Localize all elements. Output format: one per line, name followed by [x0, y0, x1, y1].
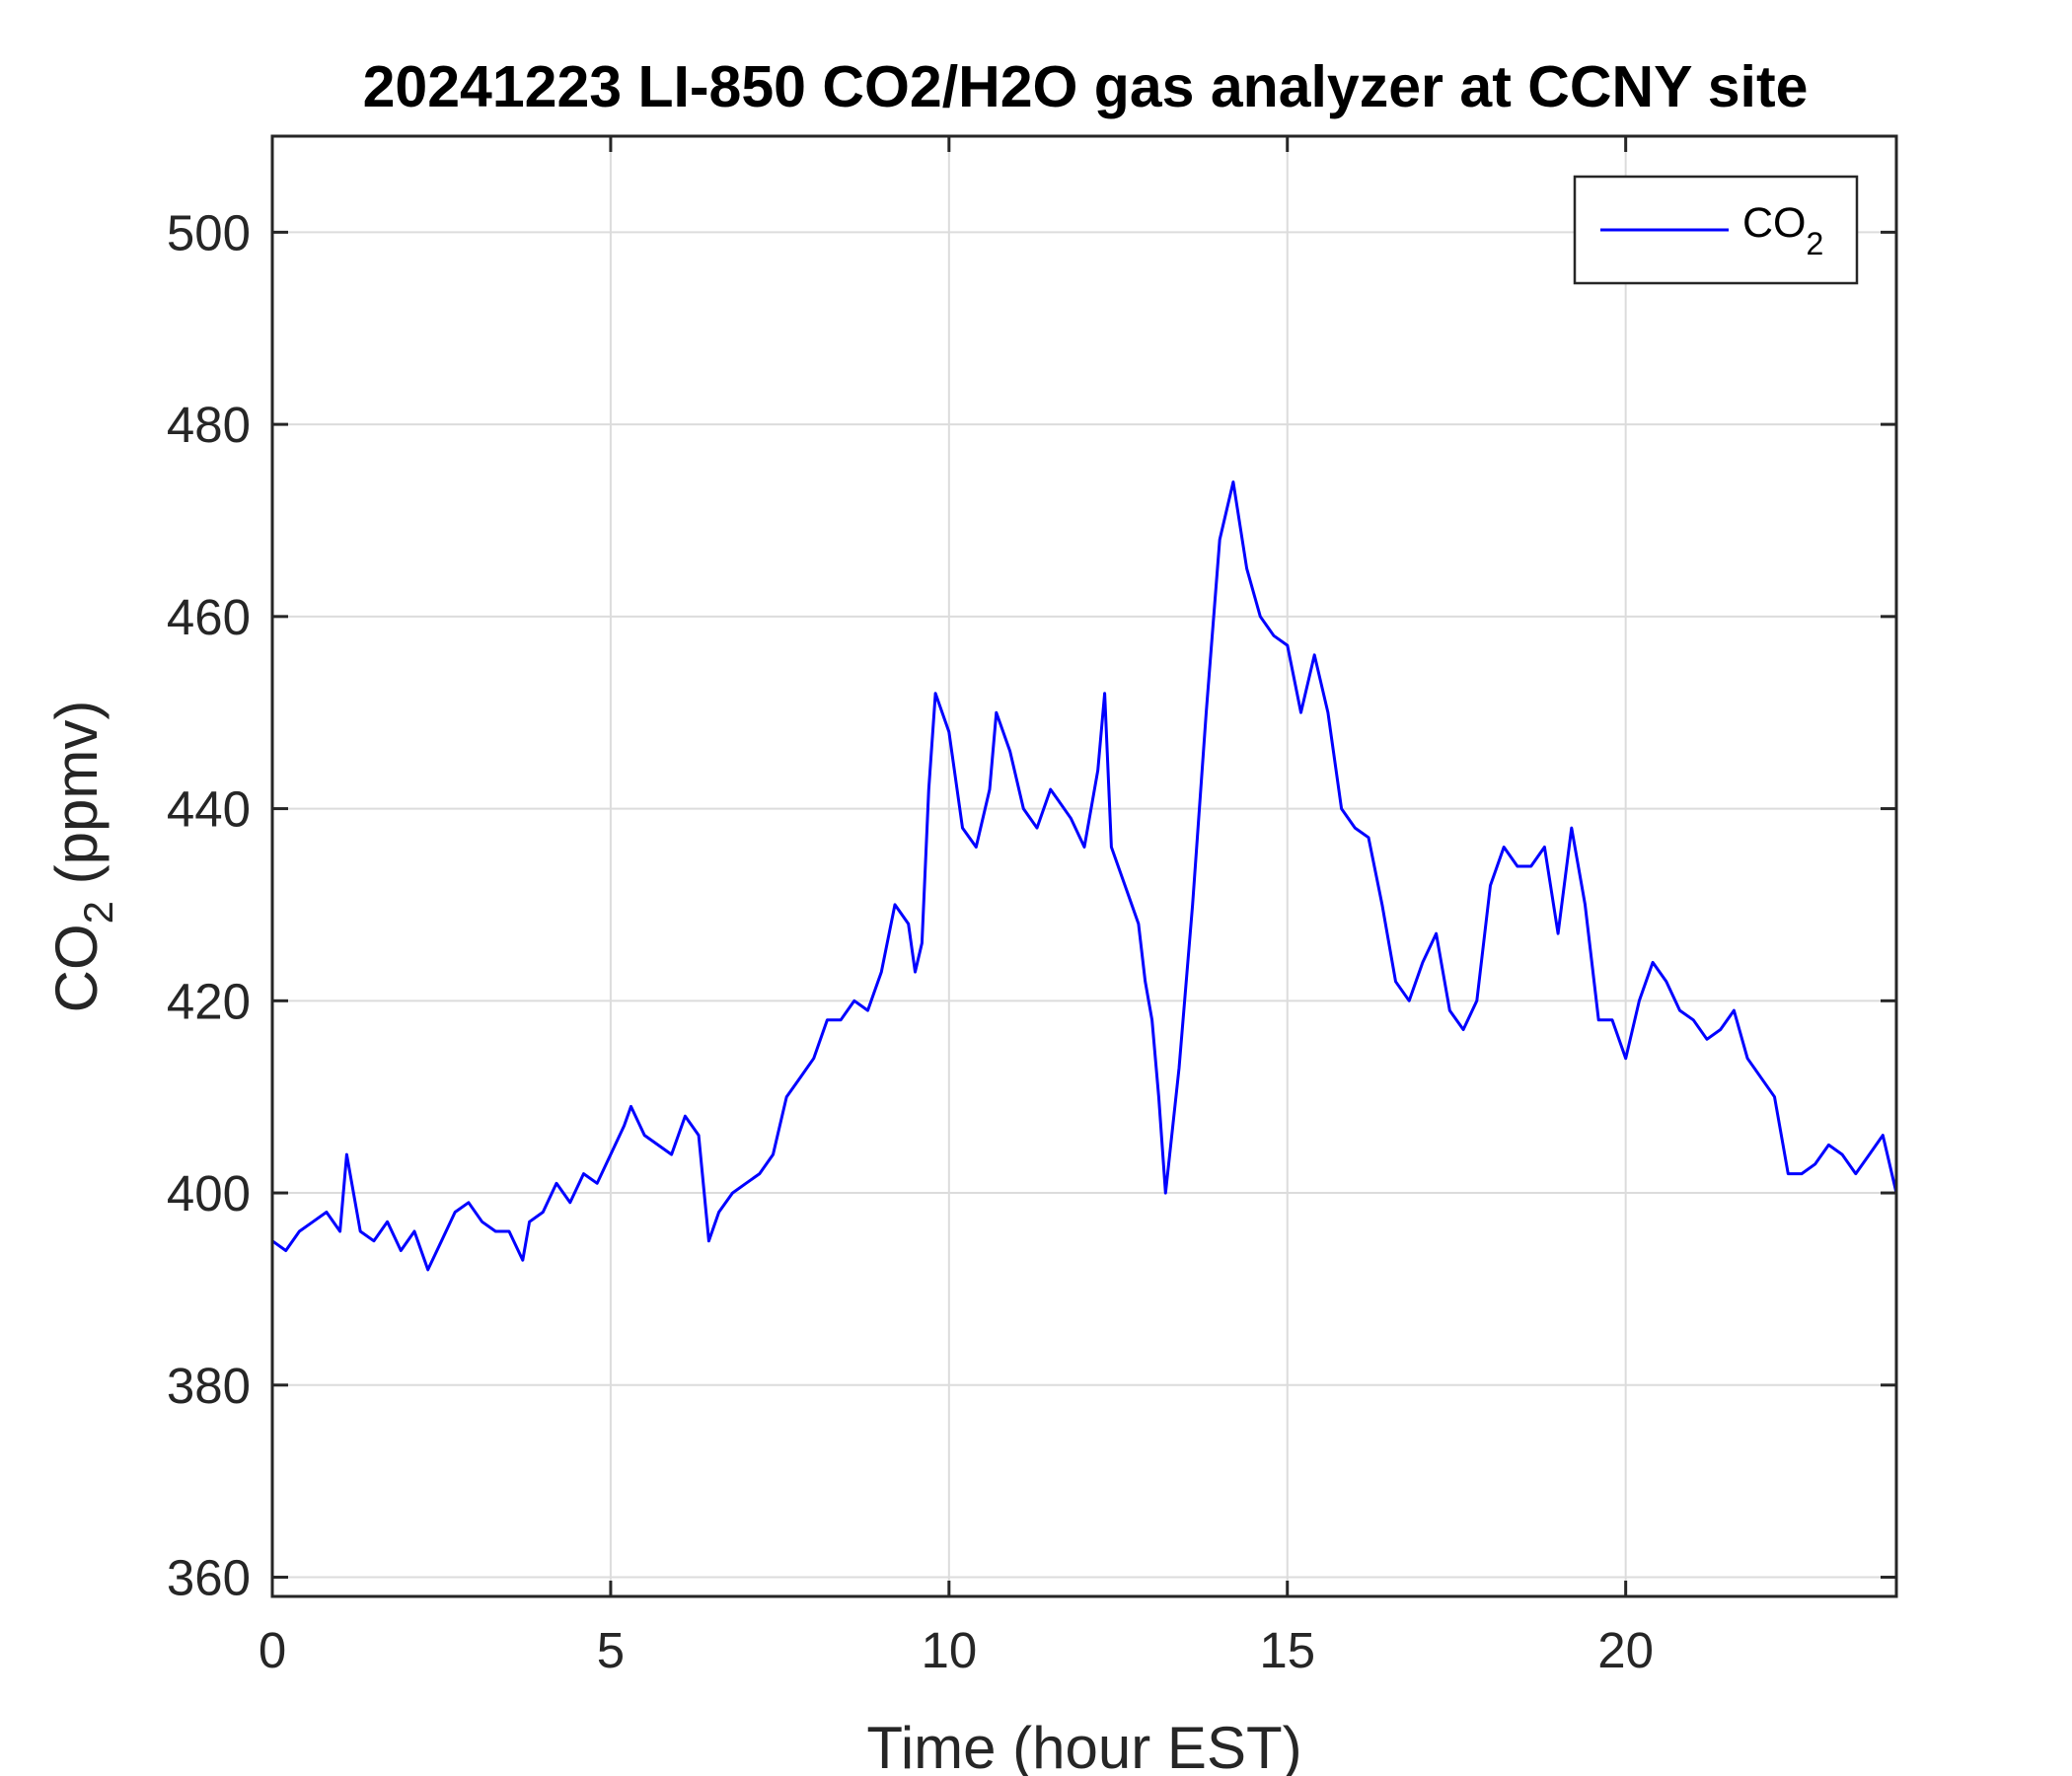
x-tick-label: 10 [921, 1622, 977, 1678]
y-tick-label: 400 [167, 1165, 251, 1221]
series-line-co2 [271, 481, 1898, 1272]
y-tick-label: 460 [167, 589, 251, 645]
x-tick-label: 0 [259, 1622, 286, 1678]
axes-box [270, 134, 1898, 1598]
plot-area: 0 5 10 15 20 360 380 400 420 440 460 480 500 Time (ho… [43, 134, 1898, 1776]
legend: CO2 [1573, 175, 1859, 285]
legend-label-subscript: 2 [1807, 226, 1824, 261]
y-tick-label: 500 [167, 204, 251, 260]
y-tick-label: 380 [167, 1358, 251, 1414]
y-tick-label: 420 [167, 973, 251, 1029]
x-tick-label: 5 [597, 1622, 625, 1678]
y-tick-label: 440 [167, 781, 251, 838]
y-axis-label: CO2 (ppmv) [43, 701, 121, 1013]
y-tick-label: 480 [167, 397, 251, 453]
y-axis-label-subscript: 2 [75, 901, 121, 924]
x-tick-label: 20 [1597, 1622, 1654, 1678]
legend-label-co2: CO2 [1742, 199, 1823, 261]
chart-title: 20241223 LI-850 CO2/H2O gas analyzer at … [363, 54, 1809, 119]
y-axis-label-main: CO [43, 924, 110, 1012]
y-axis-label-unit: (ppmv) [43, 701, 110, 901]
legend-label-main: CO [1742, 199, 1807, 247]
x-axis-label: Time (hour EST) [866, 1715, 1301, 1776]
x-tick-label: 15 [1259, 1622, 1315, 1678]
y-tick-label: 360 [167, 1550, 251, 1606]
